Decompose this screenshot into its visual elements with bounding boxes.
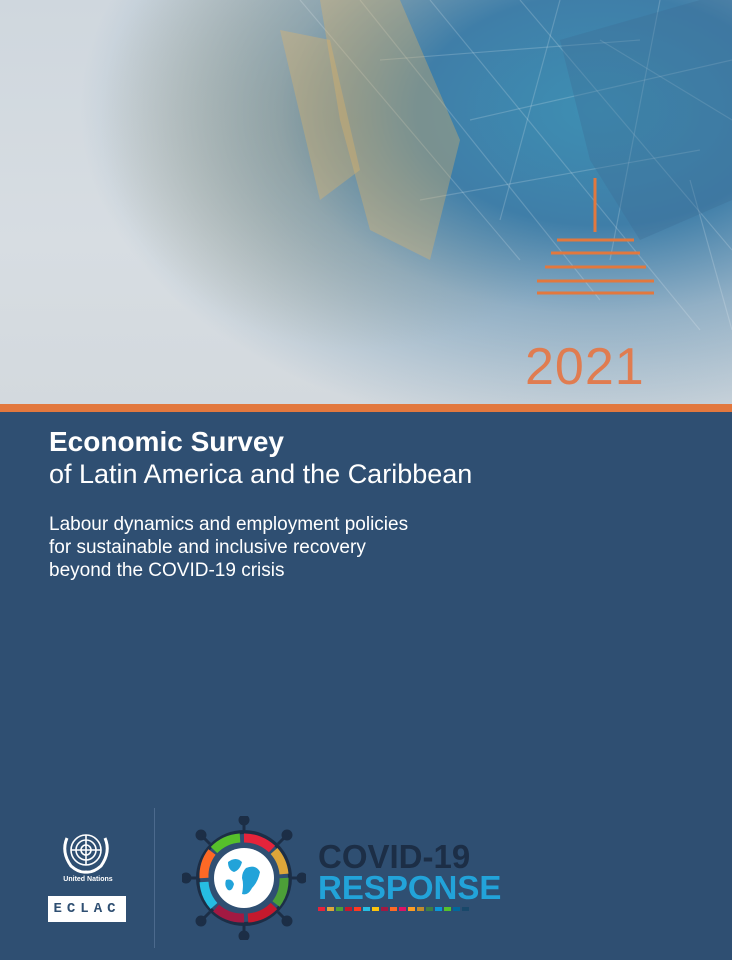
un-label: United Nations [63, 876, 113, 883]
sdg-color-bar [318, 907, 469, 911]
covid-globe-icon [182, 816, 306, 940]
title-panel [0, 412, 732, 960]
eclac-logo: ECLAC [48, 896, 126, 922]
logo-divider [154, 808, 155, 948]
report-year: 2021 [525, 338, 645, 396]
subtitle-line-2: for sustainable and inclusive recovery [49, 537, 366, 558]
eclac-label: ECLAC [53, 901, 121, 917]
abstract-map-artwork [280, 0, 732, 331]
eclac-emblem-icon [537, 178, 654, 295]
cover-artwork: 2021 [0, 0, 732, 404]
covid-response-subtitle: RESPONSE [318, 869, 502, 906]
covid-response-title: COVID-19 [318, 838, 471, 875]
subtitle-line-3: beyond the COVID-19 crisis [49, 560, 285, 581]
subtitle-line-1: Labour dynamics and employment policies [49, 514, 409, 535]
report-title-subline: of Latin America and the Caribbean [49, 459, 473, 489]
un-emblem-icon [63, 834, 109, 874]
orange-divider [0, 404, 732, 412]
report-title: Economic Survey [49, 426, 284, 457]
report-subtitle: Labour dynamics and employment policies … [49, 513, 549, 582]
